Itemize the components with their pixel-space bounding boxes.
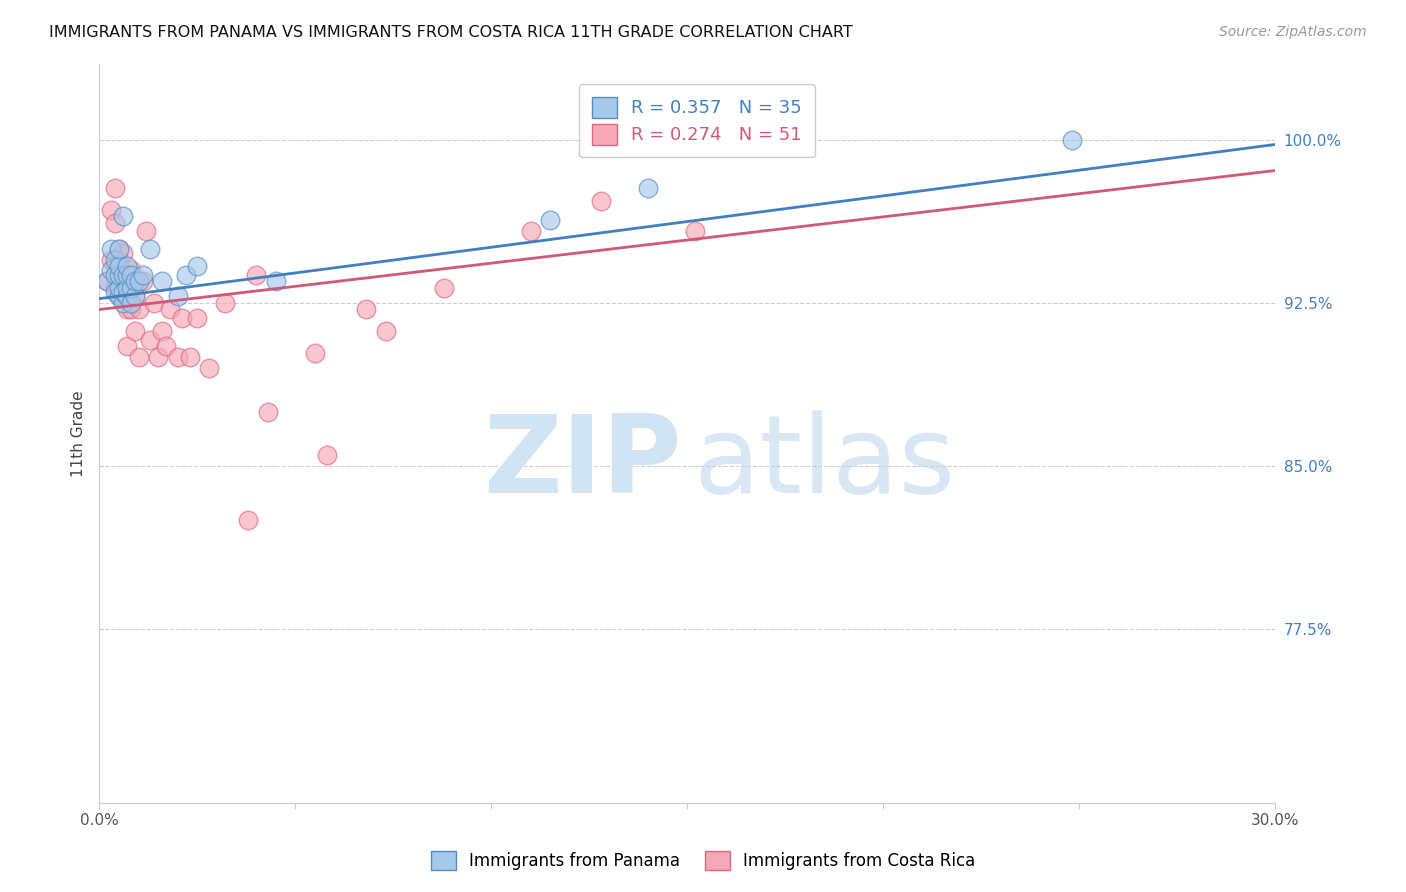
Point	[238, 513, 260, 527]
Point	[315, 448, 337, 462]
Point	[174, 268, 197, 282]
Point	[128, 351, 150, 365]
Point	[128, 274, 150, 288]
Point	[111, 246, 134, 260]
Text: IMMIGRANTS FROM PANAMA VS IMMIGRANTS FROM COSTA RICA 11TH GRADE CORRELATION CHAR: IMMIGRANTS FROM PANAMA VS IMMIGRANTS FRO…	[49, 25, 853, 40]
Point	[186, 311, 208, 326]
Point	[96, 274, 118, 288]
Point	[166, 351, 188, 365]
Point	[591, 194, 613, 208]
Point	[111, 289, 134, 303]
Point	[108, 289, 131, 303]
Point	[108, 259, 131, 273]
Point	[96, 274, 118, 288]
Point	[115, 281, 138, 295]
Legend: R = 0.357   N = 35, R = 0.274   N = 51: R = 0.357 N = 35, R = 0.274 N = 51	[579, 84, 814, 158]
Point	[354, 302, 377, 317]
Point	[148, 351, 170, 365]
Y-axis label: 11th Grade: 11th Grade	[72, 390, 86, 476]
Point	[104, 216, 127, 230]
Text: atlas: atlas	[693, 409, 955, 516]
Point	[115, 302, 138, 317]
Point	[115, 281, 138, 295]
Point	[128, 302, 150, 317]
Point	[433, 281, 456, 295]
Point	[124, 274, 146, 288]
Point	[139, 242, 162, 256]
Point	[120, 296, 142, 310]
Point	[111, 285, 134, 299]
Point	[374, 324, 396, 338]
Point	[245, 268, 267, 282]
Point	[538, 213, 561, 227]
Point	[143, 296, 166, 310]
Point	[108, 242, 131, 256]
Point	[124, 289, 146, 303]
Point	[1060, 133, 1083, 147]
Point	[108, 268, 131, 282]
Point	[108, 268, 131, 282]
Point	[257, 404, 280, 418]
Point	[115, 268, 138, 282]
Point	[155, 339, 177, 353]
Point	[104, 268, 127, 282]
Point	[170, 311, 193, 326]
Point	[104, 281, 127, 295]
Point	[115, 259, 138, 273]
Point	[108, 281, 131, 295]
Point	[166, 289, 188, 303]
Point	[104, 181, 127, 195]
Point	[124, 274, 146, 288]
Point	[100, 252, 122, 267]
Point	[104, 252, 127, 267]
Point	[264, 274, 287, 288]
Point	[135, 224, 157, 238]
Point	[198, 361, 221, 376]
Point	[120, 281, 142, 295]
Point	[124, 289, 146, 303]
Point	[120, 281, 142, 295]
Point	[100, 202, 122, 217]
Point	[100, 242, 122, 256]
Text: ZIP: ZIP	[484, 409, 682, 516]
Point	[104, 259, 127, 273]
Point	[104, 285, 127, 299]
Point	[131, 268, 153, 282]
Point	[150, 274, 173, 288]
Point	[111, 296, 134, 310]
Point	[159, 302, 181, 317]
Point	[637, 181, 659, 195]
Point	[108, 252, 131, 267]
Point	[108, 289, 131, 303]
Point	[186, 259, 208, 273]
Point	[115, 289, 138, 303]
Point	[111, 209, 134, 223]
Text: Source: ZipAtlas.com: Source: ZipAtlas.com	[1219, 25, 1367, 39]
Point	[115, 339, 138, 353]
Point	[150, 324, 173, 338]
Point	[179, 351, 201, 365]
Point	[120, 263, 142, 277]
Legend: Immigrants from Panama, Immigrants from Costa Rica: Immigrants from Panama, Immigrants from …	[423, 844, 983, 877]
Point	[139, 333, 162, 347]
Point	[120, 302, 142, 317]
Point	[111, 268, 134, 282]
Point	[685, 224, 707, 238]
Point	[131, 274, 153, 288]
Point	[108, 242, 131, 256]
Point	[124, 324, 146, 338]
Point	[115, 268, 138, 282]
Point	[111, 274, 134, 288]
Point	[100, 263, 122, 277]
Point	[519, 224, 541, 238]
Point	[214, 296, 236, 310]
Point	[120, 268, 142, 282]
Point	[304, 346, 326, 360]
